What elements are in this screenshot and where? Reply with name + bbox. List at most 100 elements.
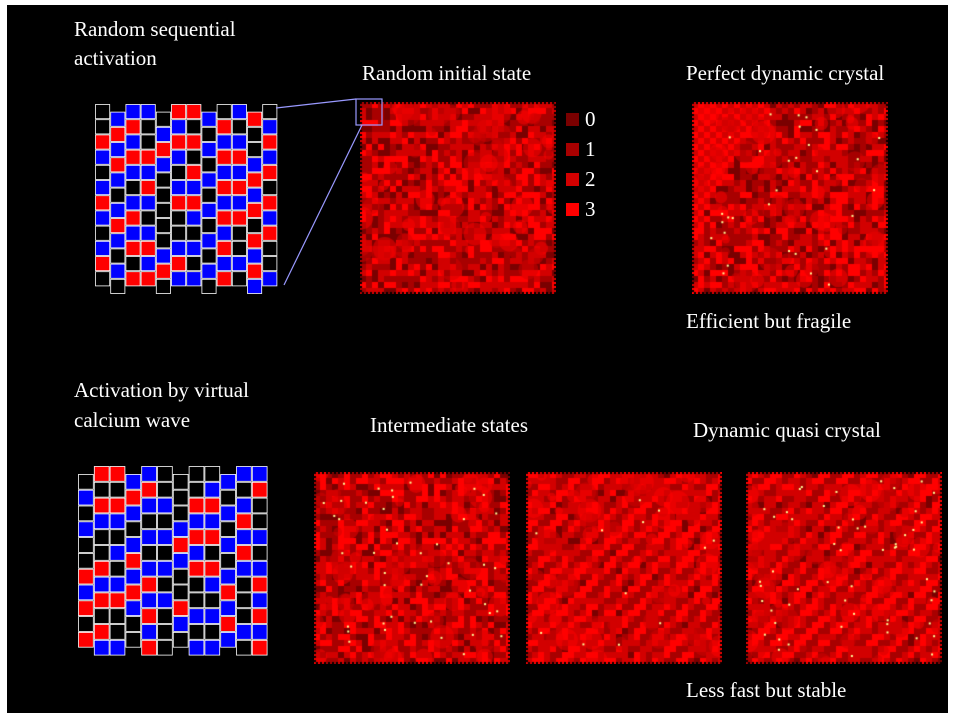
pattern-cell [110,111,126,127]
pattern-cell [95,134,111,150]
pattern-cell [188,639,205,656]
pattern-cell [141,624,157,640]
pattern-cell [231,180,247,196]
pattern-cell [251,639,268,656]
legend-swatch-2 [566,172,579,186]
pattern-cell [220,489,236,506]
pattern-cell [247,187,263,203]
pattern-cell [220,553,236,569]
pattern-cell [262,134,278,150]
pattern-cell [216,225,232,241]
pattern-cell [231,210,247,226]
pattern-cell [93,529,110,545]
pattern-cell [186,119,202,135]
pattern-cell [155,218,171,234]
pattern-cell [204,592,221,609]
pattern-cell [247,142,263,158]
pattern-cell [93,560,110,577]
pattern-cell [125,256,141,272]
pattern-cell [155,263,171,279]
pattern-cell [125,600,142,617]
pattern-cell [204,466,221,482]
pattern-cell [93,497,110,514]
pattern-cell [141,513,157,530]
pattern-cell [125,553,142,569]
pattern-cell [171,240,187,256]
pattern-cell [204,545,221,561]
pattern-cell [262,240,278,256]
pattern-cell [78,521,94,537]
pattern-cell [172,489,189,506]
pattern-cell [155,233,171,249]
pattern-cell [186,210,202,226]
pattern-cell [262,119,278,135]
pattern-cell [262,195,278,211]
legend-swatch-3 [566,202,579,216]
pattern-cell [247,248,263,264]
pattern-cell [140,240,156,256]
pattern-cell [78,631,94,648]
pattern-cell [125,568,142,585]
pattern-cell [262,180,278,196]
pattern-cell [110,142,126,158]
intermediate-state-image-1 [314,472,510,664]
pattern-cell [186,134,202,150]
pattern-cell [157,592,173,609]
pattern-cell [188,592,205,609]
pattern-cell [251,481,268,498]
pattern-cell [188,608,205,624]
pattern-cell [109,497,126,514]
pattern-cell [140,119,156,135]
pattern-cell [110,172,126,188]
pattern-cell [172,521,189,537]
pattern-cell [251,592,268,609]
pattern-cell [247,263,263,279]
pattern-cell [155,157,171,173]
pattern-cell [109,466,126,482]
pattern-cell [155,187,171,203]
pattern-cell [172,553,189,569]
pattern-cell [231,119,247,135]
pattern-cell [125,240,141,256]
pattern-cell [262,104,278,120]
pattern-cell [186,256,202,272]
pattern-cell [204,576,221,593]
pattern-cell [141,466,157,482]
pattern-cell [141,545,157,561]
less-fast-but-stable-label: Less fast but stable [686,678,847,702]
pattern-cell [78,473,94,490]
pattern-cell [204,639,221,656]
pattern-cell [157,639,173,656]
pattern-cell [204,497,221,514]
pattern-cell [172,616,189,632]
pattern-cell [109,481,126,498]
pattern-cell [93,624,110,640]
pattern-cell [155,248,171,264]
pattern-cell [201,278,217,294]
pattern-cell [220,521,236,537]
perfect-dynamic-crystal-label: Perfect dynamic crystal [686,61,885,85]
pattern-cell [201,202,217,218]
pattern-cell [109,576,126,593]
pattern-cell [78,616,94,632]
pattern-cell [78,505,94,522]
pattern-cell [171,195,187,211]
pattern-cell [110,157,126,173]
pattern-cell [247,126,263,142]
pattern-cell [201,142,217,158]
pattern-cell [157,576,173,593]
pattern-cell [125,104,141,120]
pattern-cell [236,481,252,498]
pattern-cell [201,248,217,264]
pattern-cell [78,489,94,506]
pattern-cell [231,256,247,272]
pattern-cell [236,529,252,545]
pattern-cell [157,545,173,561]
pattern-cell [186,240,202,256]
pattern-cell [201,263,217,279]
pattern-cell [141,529,157,545]
legend-item-1: 1 [566,137,596,161]
pattern-cell [157,497,173,514]
pattern-cell [125,134,141,150]
pattern-cell [95,256,111,272]
